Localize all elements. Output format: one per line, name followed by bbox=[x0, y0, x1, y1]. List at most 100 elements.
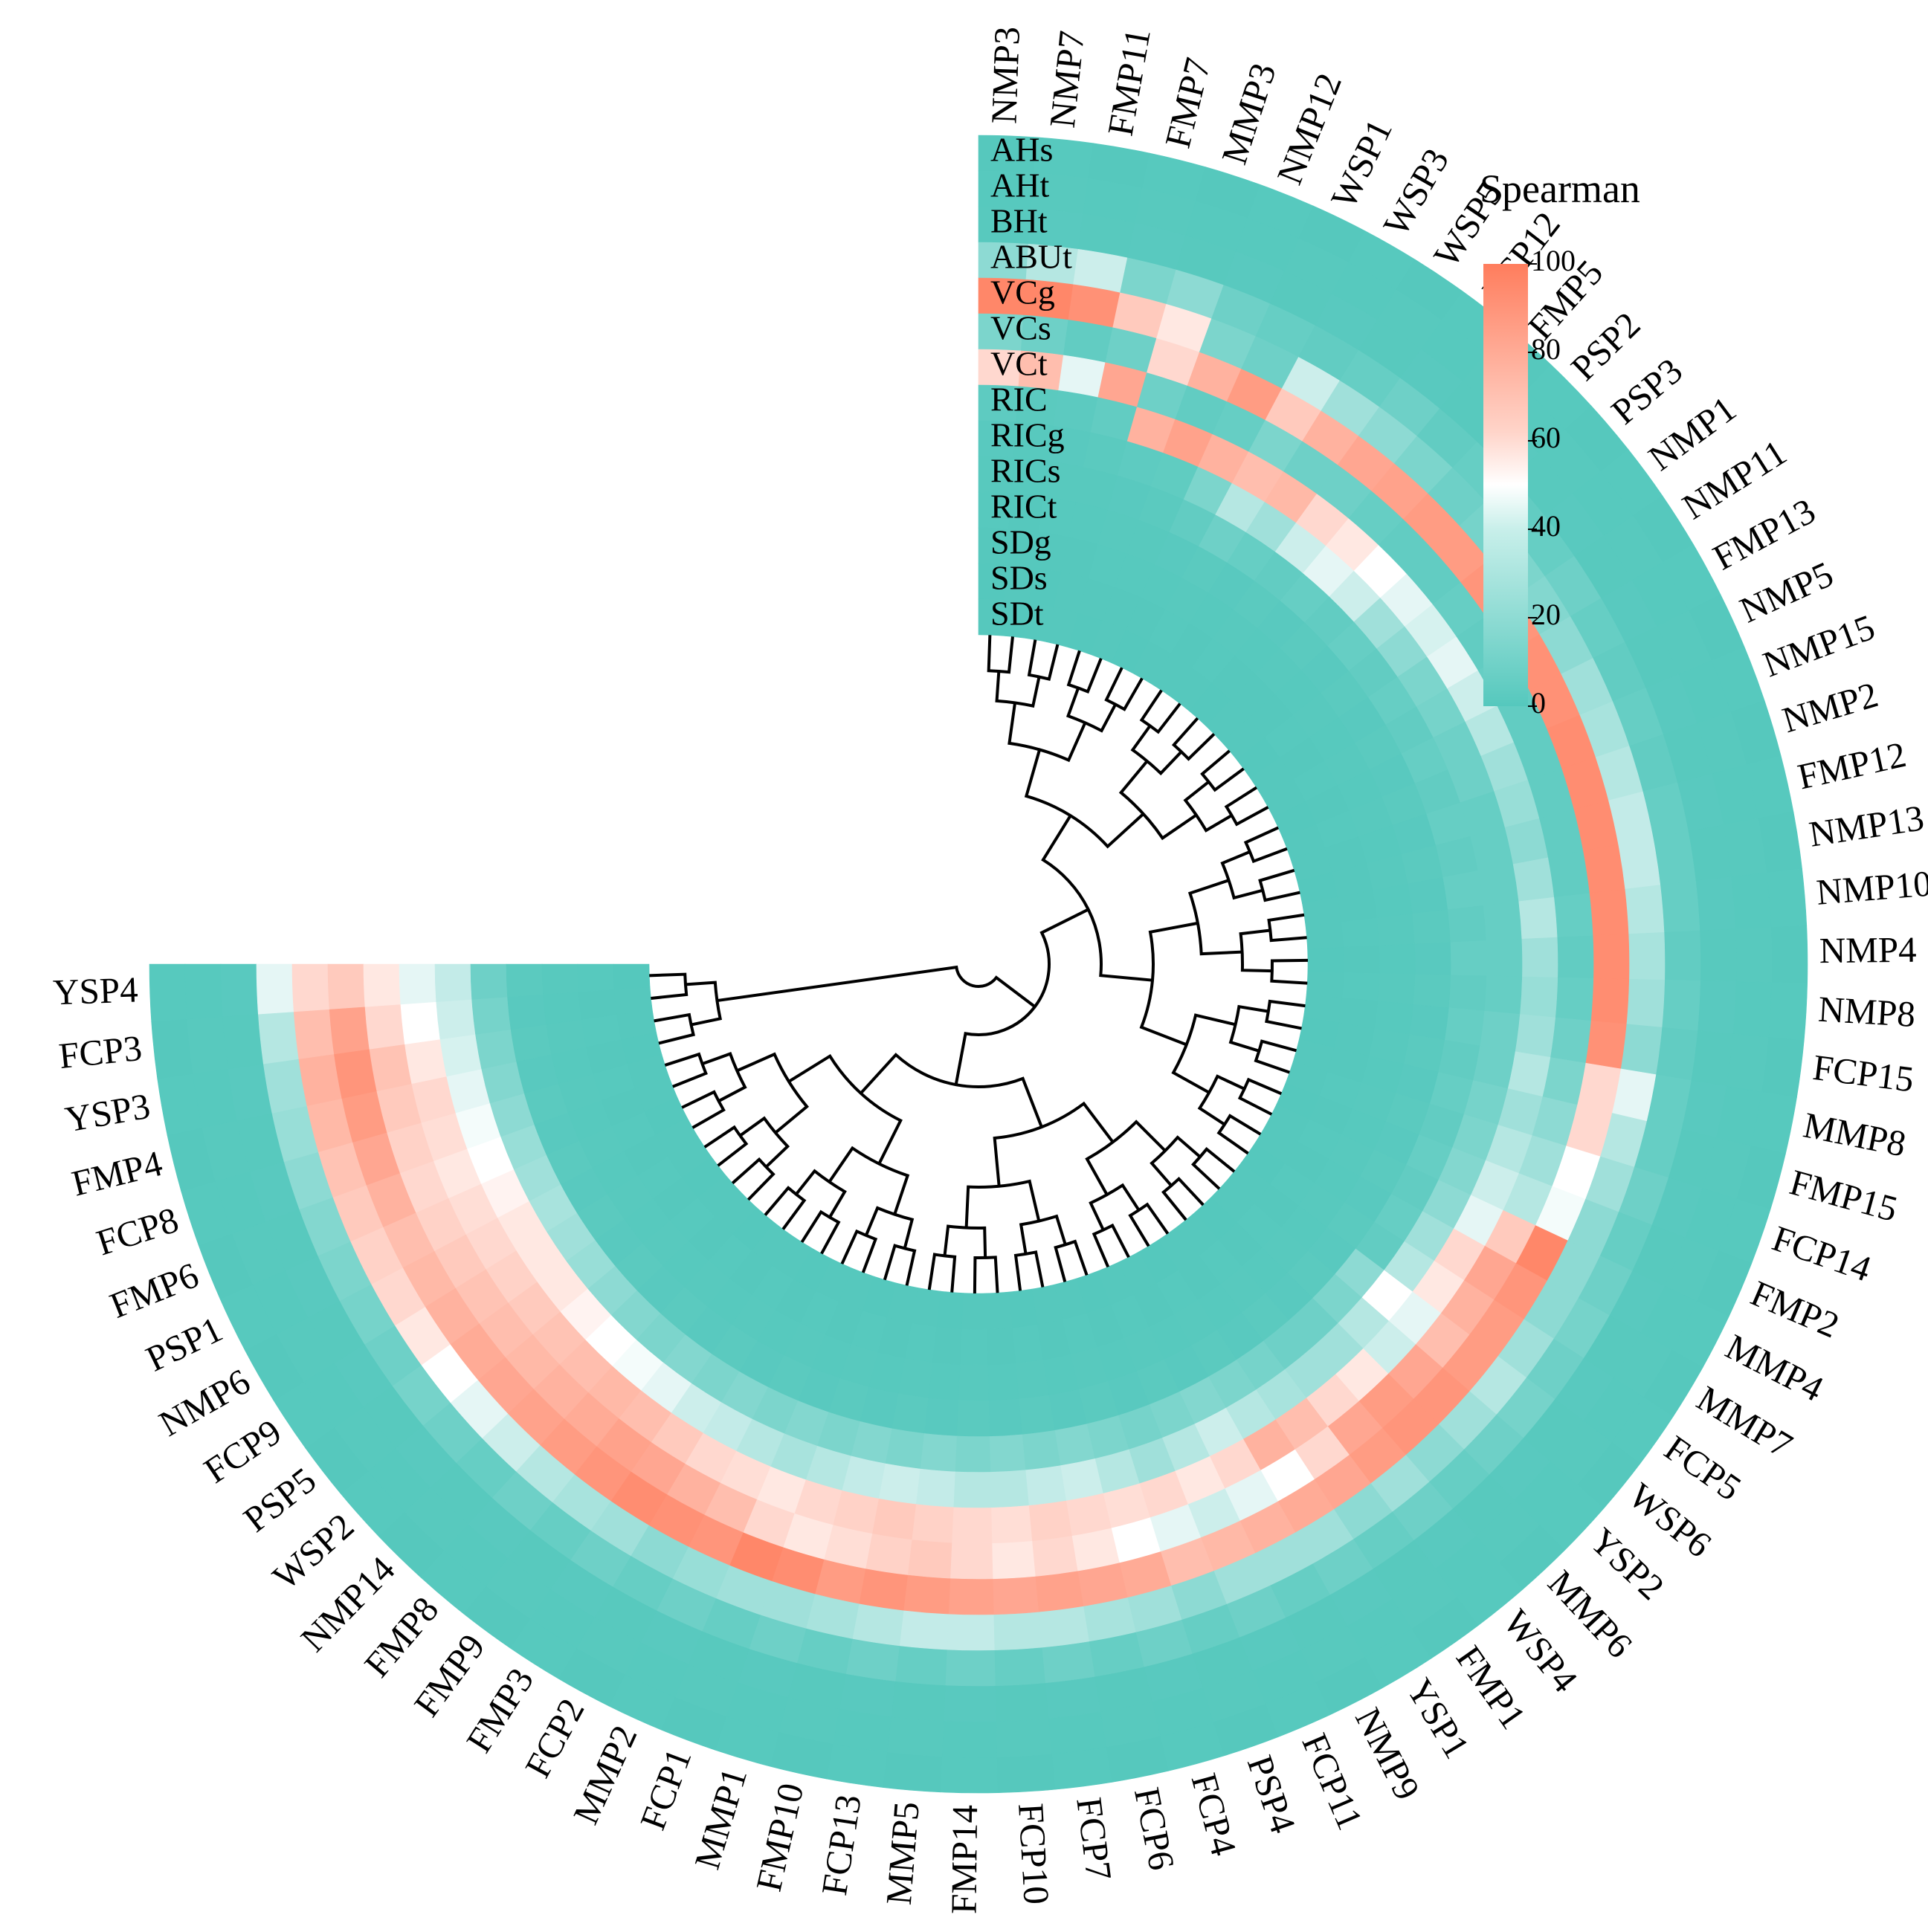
heatmap-cell-MMP5-RICg bbox=[915, 1468, 955, 1508]
heatmap-cell-FCP15-RICs bbox=[1444, 1007, 1485, 1047]
heatmap-cell-FCP3-VCs bbox=[329, 1006, 370, 1055]
sample-label-NMP4: NMP4 bbox=[1819, 929, 1917, 972]
heatmap-cell-NMP8-SDs bbox=[1341, 972, 1380, 1002]
dendrogram-branch bbox=[1013, 1250, 1045, 1291]
sample-label-FMP10: FMP10 bbox=[748, 1780, 812, 1896]
sample-label-YSP3: YSP3 bbox=[62, 1085, 153, 1140]
sample-label-NMP13: NMP13 bbox=[1806, 797, 1927, 855]
sample-label-PSP4: PSP4 bbox=[1239, 1750, 1304, 1838]
heatmap-cell-NMP4-RIC bbox=[1521, 937, 1558, 978]
track-label-RICt: RICt bbox=[990, 488, 1057, 526]
dendrogram-branch bbox=[860, 1053, 1043, 1128]
track-label-VCs: VCs bbox=[990, 309, 1051, 347]
dendrogram-branch bbox=[1085, 1120, 1167, 1196]
heatmap-cell-YSP4-SDs bbox=[577, 963, 615, 992]
track-label-RICs: RICs bbox=[990, 452, 1061, 490]
dendrogram-branch bbox=[736, 1052, 810, 1134]
heatmap-cell-NMP10-VCs bbox=[1589, 888, 1629, 937]
heatmap-cell-NMP10-ABUt bbox=[1660, 880, 1700, 933]
sample-label-FCP7: FCP7 bbox=[1068, 1795, 1120, 1883]
heatmap-cell-NMP8-AHt bbox=[1732, 981, 1773, 1038]
legend-tick-label: 0 bbox=[1531, 686, 1546, 720]
heatmap-cell-MMP5-VCs bbox=[903, 1574, 951, 1615]
sample-label-MMP3: MMP3 bbox=[1213, 58, 1284, 169]
dendrogram-branch bbox=[1065, 687, 1117, 733]
heatmap-cell-FCP10-RICg bbox=[990, 1469, 1029, 1508]
sample-label-FMP7: FMP7 bbox=[1157, 54, 1219, 152]
dendrogram-branch bbox=[1224, 786, 1269, 827]
heatmap-cell-FCP13-VCg bbox=[852, 1603, 904, 1647]
dendrogram-branch bbox=[1019, 1214, 1067, 1255]
heatmap-cell-MMP5-BHt bbox=[891, 1681, 946, 1722]
sample-label-NMP7: NMP7 bbox=[1042, 29, 1092, 130]
heatmap-cell-FCP7-VCg bbox=[1038, 1606, 1089, 1648]
dendrogram-branch bbox=[1066, 650, 1103, 694]
heatmap-cell-NMP4-SDg bbox=[1379, 943, 1416, 975]
heatmap-cell-NMP4-AHs bbox=[1770, 925, 1808, 984]
heatmap-cell-MMP5-AHt bbox=[886, 1716, 944, 1757]
heatmap-cell-FCP7-VCs bbox=[1034, 1570, 1084, 1612]
heatmap-cell-YSP4-SDg bbox=[541, 963, 579, 995]
heatmap-cell-FMP14-RICs bbox=[955, 1435, 991, 1473]
heatmap-cell-YSP4-RICs bbox=[470, 963, 508, 1000]
dendrogram-branch bbox=[764, 1186, 807, 1230]
dendrogram-branch bbox=[987, 635, 1014, 674]
legend-title: Spearman bbox=[1480, 167, 1640, 211]
heatmap-cell-FCP15-ABUt bbox=[1655, 1027, 1698, 1081]
heatmap-cell-FCP10-BHt bbox=[995, 1682, 1049, 1722]
heatmap-cell-FMP14-VCs bbox=[948, 1577, 994, 1615]
sample-label-FMP6: FMP6 bbox=[104, 1254, 204, 1326]
heatmap-cell-FMP14-ABUt bbox=[944, 1649, 996, 1687]
heatmap-cell-YSP3-RIC bbox=[404, 1038, 448, 1085]
heatmap-cell-FCP15-VCs bbox=[1584, 1020, 1627, 1070]
heatmap-cell-YSP4-RICg bbox=[434, 963, 472, 1002]
heatmap-cell-NMP10-VCt bbox=[1553, 893, 1593, 938]
dendrogram-branch bbox=[840, 1229, 878, 1273]
dendrogram-branch bbox=[787, 1053, 903, 1165]
heatmap-cell-FCP7-VCt bbox=[1031, 1535, 1078, 1577]
heatmap-cell-NMP8-SDg bbox=[1377, 973, 1416, 1005]
track-label-BHt: BHt bbox=[990, 202, 1048, 240]
legend-tick-label: 100 bbox=[1531, 244, 1576, 277]
heatmap-cell-NMP10-RIC bbox=[1518, 896, 1558, 940]
heatmap-cell-FCP15-RICt bbox=[1408, 1004, 1449, 1041]
sample-label-MMP8: MMP8 bbox=[1800, 1105, 1909, 1165]
heatmap-cell-NMP10-SDs bbox=[1341, 917, 1379, 948]
heatmap-cell-NMP10-RICt bbox=[1411, 909, 1451, 945]
heatmap-cell-FCP7-AHt bbox=[1048, 1711, 1107, 1754]
heatmap-cell-FCP3-SDt bbox=[613, 986, 653, 1015]
heatmap-cell-YSP4-RIC bbox=[399, 963, 437, 1005]
heatmap-cell-NMP8-RICg bbox=[1483, 975, 1523, 1015]
dendrogram-branch bbox=[943, 1224, 987, 1258]
heatmap-cell-NMP4-VCs bbox=[1592, 934, 1630, 980]
heatmap-cell-FCP10-ABUt bbox=[994, 1647, 1045, 1687]
dendrogram-branch bbox=[964, 1179, 1041, 1228]
dendrogram-branch bbox=[1171, 1013, 1237, 1094]
heatmap-cell-MMP5-ABUt bbox=[894, 1645, 947, 1686]
heatmap-cell-MMP5-RIC bbox=[911, 1503, 954, 1543]
dendrogram-branch bbox=[1270, 958, 1308, 985]
heatmap-cell-NMP10-SDt bbox=[1305, 922, 1344, 949]
heatmap-cell-MMP5-SDs bbox=[932, 1326, 962, 1365]
sample-label-FCP4: FCP4 bbox=[1183, 1769, 1244, 1860]
heatmap-cell-FCP10-SDt bbox=[985, 1291, 1013, 1330]
heatmap-cell-FCP13-RICg bbox=[878, 1463, 921, 1505]
heatmap-cell-FCP7-RICt bbox=[1018, 1394, 1055, 1435]
dendrogram-branch bbox=[1220, 850, 1263, 900]
heatmap-cell-NMP13-VCg bbox=[1617, 838, 1661, 890]
heatmap-cell-FCP10-VCt bbox=[991, 1540, 1036, 1580]
dendrogram-branch bbox=[883, 1244, 917, 1286]
legend-tick-label: 40 bbox=[1531, 509, 1561, 543]
sample-label-FCP15: FCP15 bbox=[1811, 1047, 1916, 1100]
dendrogram-branch bbox=[654, 1012, 695, 1045]
heatmap-cell-MMP5-AHs bbox=[883, 1751, 943, 1793]
heatmap-cell-FMP14-RIC bbox=[951, 1506, 993, 1544]
track-label-RIC: RIC bbox=[990, 381, 1048, 419]
track-label-SDt: SDt bbox=[990, 595, 1044, 633]
sample-label-NMP2: NMP2 bbox=[1778, 673, 1883, 740]
dendrogram-branch bbox=[1007, 702, 1087, 763]
heatmap-cell-FCP15-AHt bbox=[1726, 1033, 1769, 1093]
track-labels: AHsAHtBHtABUtVCgVCsVCtRICRICgRICsRICtSDg… bbox=[990, 131, 1072, 633]
sample-label-FCP1: FCP1 bbox=[632, 1743, 700, 1835]
